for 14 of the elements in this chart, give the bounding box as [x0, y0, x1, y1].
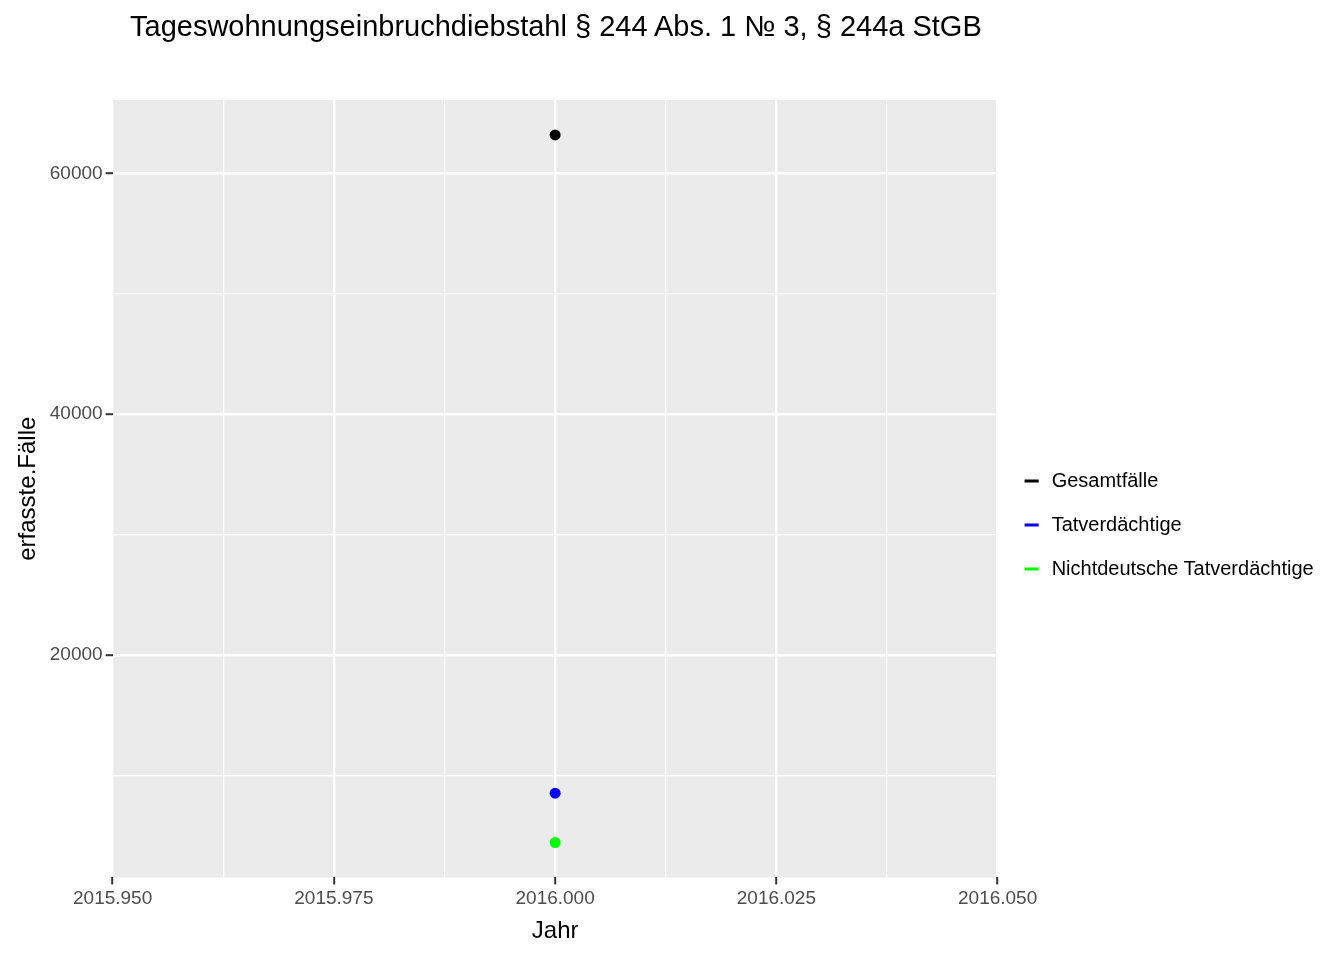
legend-label: Gesamtfälle [1051, 468, 1159, 491]
x-tick-label: 2016.000 [515, 887, 595, 909]
x-axis-title: Jahr [531, 916, 579, 944]
x-tick-label: 2016.050 [958, 887, 1038, 909]
legend-label: Tatverdächtige [1051, 512, 1182, 535]
x-tick-label: 2016.025 [736, 887, 816, 909]
chart-title: Tageswohnungseinbruchdiebstahl § 244 Abs. 1 № 3, § 244a StGB [130, 10, 983, 43]
x-tick-label: 2015.950 [73, 887, 153, 909]
y-tick-label: 60000 [49, 161, 103, 183]
y-axis-title: erfasste.Fälle [13, 416, 41, 561]
y-tick-label: 20000 [49, 643, 103, 664]
x-tick-label: 2015.975 [294, 887, 374, 909]
y-tick-label: 40000 [49, 402, 103, 424]
legend-label: Nichtdeutsche Tatverdächtige [1051, 556, 1314, 579]
